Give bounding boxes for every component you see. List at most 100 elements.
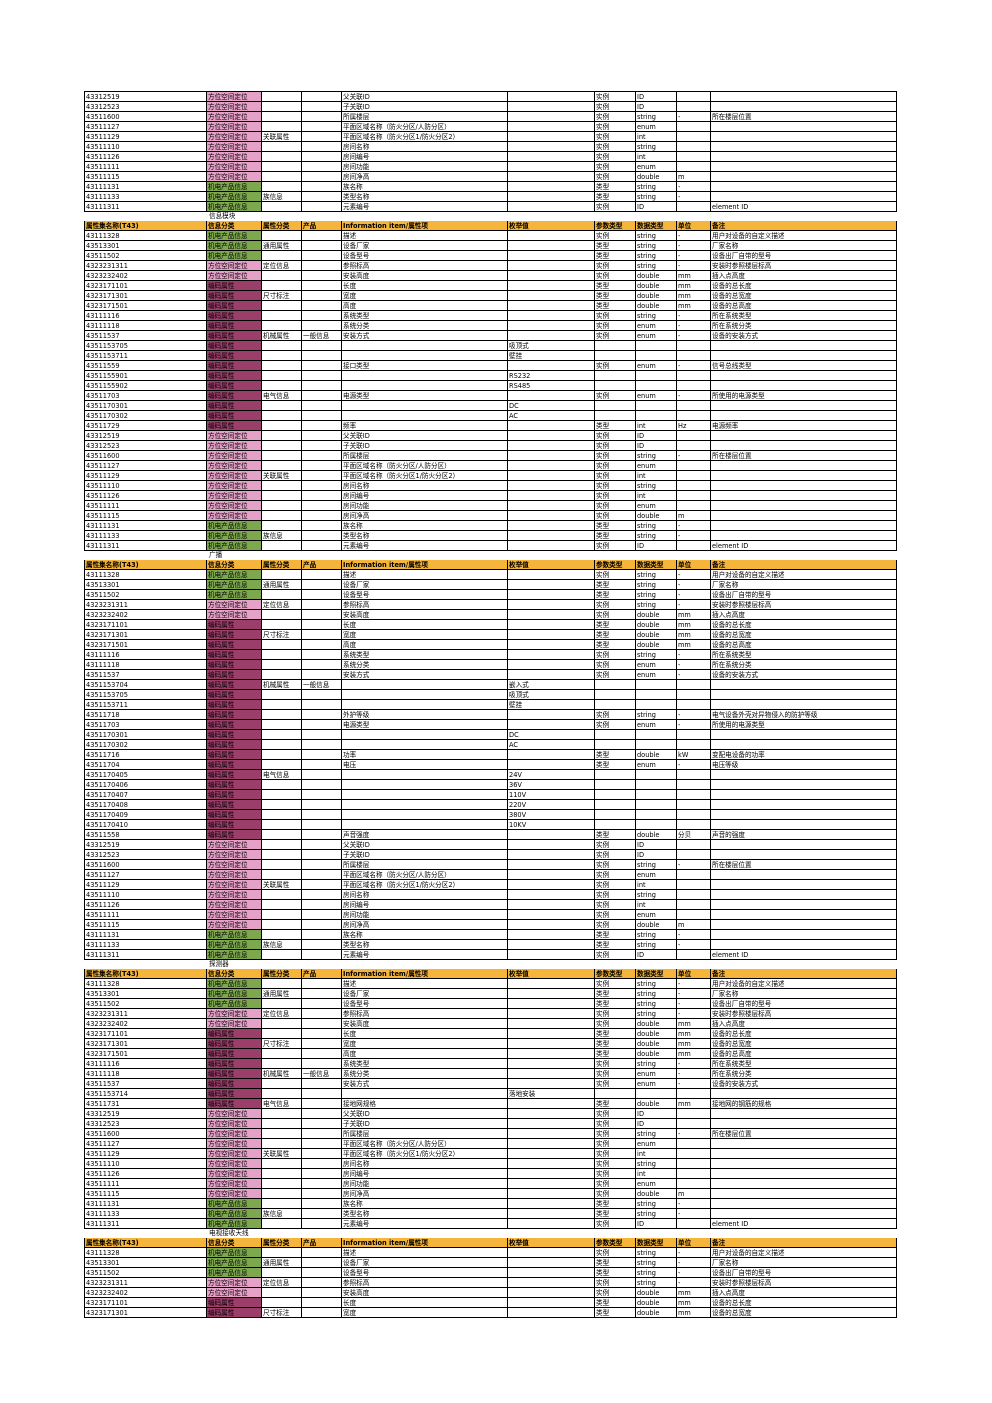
attribute-class-cell (262, 1189, 302, 1198)
remark-cell (711, 1089, 897, 1098)
unit-cell (677, 950, 711, 959)
code-cell: 43511559 (84, 361, 207, 370)
enum-cell (508, 910, 595, 919)
enum-cell (508, 1209, 595, 1218)
table-row: 4351170409 编码属性 380V (84, 810, 897, 820)
category-cell: 编码属性 (207, 1308, 262, 1317)
param-type-cell: 实例 (595, 1119, 636, 1128)
attribute-class-cell (262, 1079, 302, 1088)
param-type-cell (595, 680, 636, 689)
attribute-class-cell (262, 1219, 302, 1228)
data-type-cell: enum (636, 670, 677, 679)
item-cell: 房间净高 (342, 920, 508, 929)
category-cell: 机电产品信息 (207, 1209, 262, 1218)
enum-cell (508, 541, 595, 550)
attribute-class-cell: 关联属性 (262, 132, 302, 141)
data-type-cell: enum (636, 1139, 677, 1148)
enum-cell: DC (508, 401, 595, 410)
remark-cell (711, 930, 897, 939)
unit-cell (677, 770, 711, 779)
header-item-cell: Information item/属性项 (342, 221, 508, 230)
table-row: 43511110 方位空间定位 房间名称 实例 string (84, 1159, 897, 1169)
table-row: 43511129 方位空间定位 关联属性 平面区域名称（防火分区1/防火分区2） 实例 i… (84, 471, 897, 481)
data-type-cell: enum (636, 391, 677, 400)
code-cell: 43511110 (84, 481, 207, 490)
table-row: 43312519 方位空间定位 父关联ID 实例 ID (84, 92, 897, 102)
product-cell (302, 880, 342, 889)
section-blank-cell (677, 1229, 711, 1238)
param-type-cell (595, 730, 636, 739)
table-row: 43511115 方位空间定位 房间净高 实例 double m (84, 1189, 897, 1199)
table-row: 43511704 编码属性 电压 类型 enum - 电压等级 (84, 760, 897, 770)
item-cell: 电源类型 (342, 391, 508, 400)
code-cell: 4351170301 (84, 730, 207, 739)
param-type-cell: 实例 (595, 481, 636, 490)
code-cell: 43511111 (84, 501, 207, 510)
category-cell: 方位空间定位 (207, 152, 262, 161)
attribute-class-cell (262, 1109, 302, 1118)
param-type-cell: 实例 (595, 361, 636, 370)
remark-cell (711, 700, 897, 709)
code-cell: 43511703 (84, 720, 207, 729)
param-type-cell: 实例 (595, 1019, 636, 1028)
category-cell: 编码属性 (207, 750, 262, 759)
data-type-cell: double (636, 172, 677, 181)
param-type-cell: 类型 (595, 989, 636, 998)
item-cell: 所属楼层 (342, 451, 508, 460)
header-category-cell: 信息分类 (207, 1238, 262, 1247)
attribute-class-cell (262, 1248, 302, 1257)
data-type-cell: string (636, 261, 677, 270)
product-cell (302, 511, 342, 520)
table-row: 43111131 机电产品信息 族名称 类型 string - (84, 182, 897, 192)
category-cell: 方位空间定位 (207, 870, 262, 879)
code-cell: 43511127 (84, 1139, 207, 1148)
category-cell: 编码属性 (207, 1099, 262, 1108)
item-cell: 房间净高 (342, 511, 508, 520)
item-cell: 安装方式 (342, 670, 508, 679)
table-row: 4323232402 方位空间定位 安装高度 实例 double mm 插入点高度 (84, 1288, 897, 1298)
product-cell (302, 431, 342, 440)
product-cell (302, 271, 342, 280)
item-cell: 外护等级 (342, 710, 508, 719)
product-cell (302, 1159, 342, 1168)
data-type-cell: enum (636, 760, 677, 769)
attribute-class-cell (262, 341, 302, 350)
attribute-class-cell (262, 1139, 302, 1148)
category-cell: 编码属性 (207, 1079, 262, 1088)
remark-cell: 所在楼层位置 (711, 451, 897, 460)
header-code-cell: 属性集名称(T43) (84, 1238, 207, 1247)
data-type-cell: string (636, 570, 677, 579)
product-cell (302, 92, 342, 101)
remark-cell (711, 1169, 897, 1178)
enum-cell (508, 461, 595, 470)
product-cell (302, 790, 342, 799)
remark-cell (711, 531, 897, 540)
category-cell: 机电产品信息 (207, 531, 262, 540)
section-blank-cell (595, 212, 636, 221)
attribute-class-cell (262, 541, 302, 550)
table-header-row: 属性集名称(T43) 信息分类 属性分类 产品 Information item/属性项… (84, 1238, 897, 1248)
attribute-class-cell (262, 1119, 302, 1128)
category-cell: 方位空间定位 (207, 92, 262, 101)
product-cell (302, 291, 342, 300)
remark-cell (711, 351, 897, 360)
item-cell: 设备型号 (342, 1268, 508, 1277)
table-row: 43312523 方位空间定位 子关联ID 实例 ID (84, 102, 897, 112)
code-cell: 43511502 (84, 999, 207, 1008)
attribute-class-cell (262, 999, 302, 1008)
data-type-cell: string (636, 890, 677, 899)
attribute-class-cell (262, 1089, 302, 1098)
remark-cell (711, 800, 897, 809)
data-type-cell: enum (636, 720, 677, 729)
table-row: 43111328 机电产品信息 描述 实例 string - 用户对设备的自定义描述 (84, 231, 897, 241)
unit-cell: - (677, 580, 711, 589)
section-blank-cell (302, 1229, 342, 1238)
product-cell (302, 1149, 342, 1158)
param-type-cell: 实例 (595, 1079, 636, 1088)
enum-cell: RS232 (508, 371, 595, 380)
enum-cell (508, 1179, 595, 1188)
code-cell: 4351170409 (84, 810, 207, 819)
param-type-cell: 实例 (595, 92, 636, 101)
remark-cell: 安装时参照楼层标高 (711, 1009, 897, 1018)
header-data-type-cell: 数据类型 (636, 969, 677, 978)
